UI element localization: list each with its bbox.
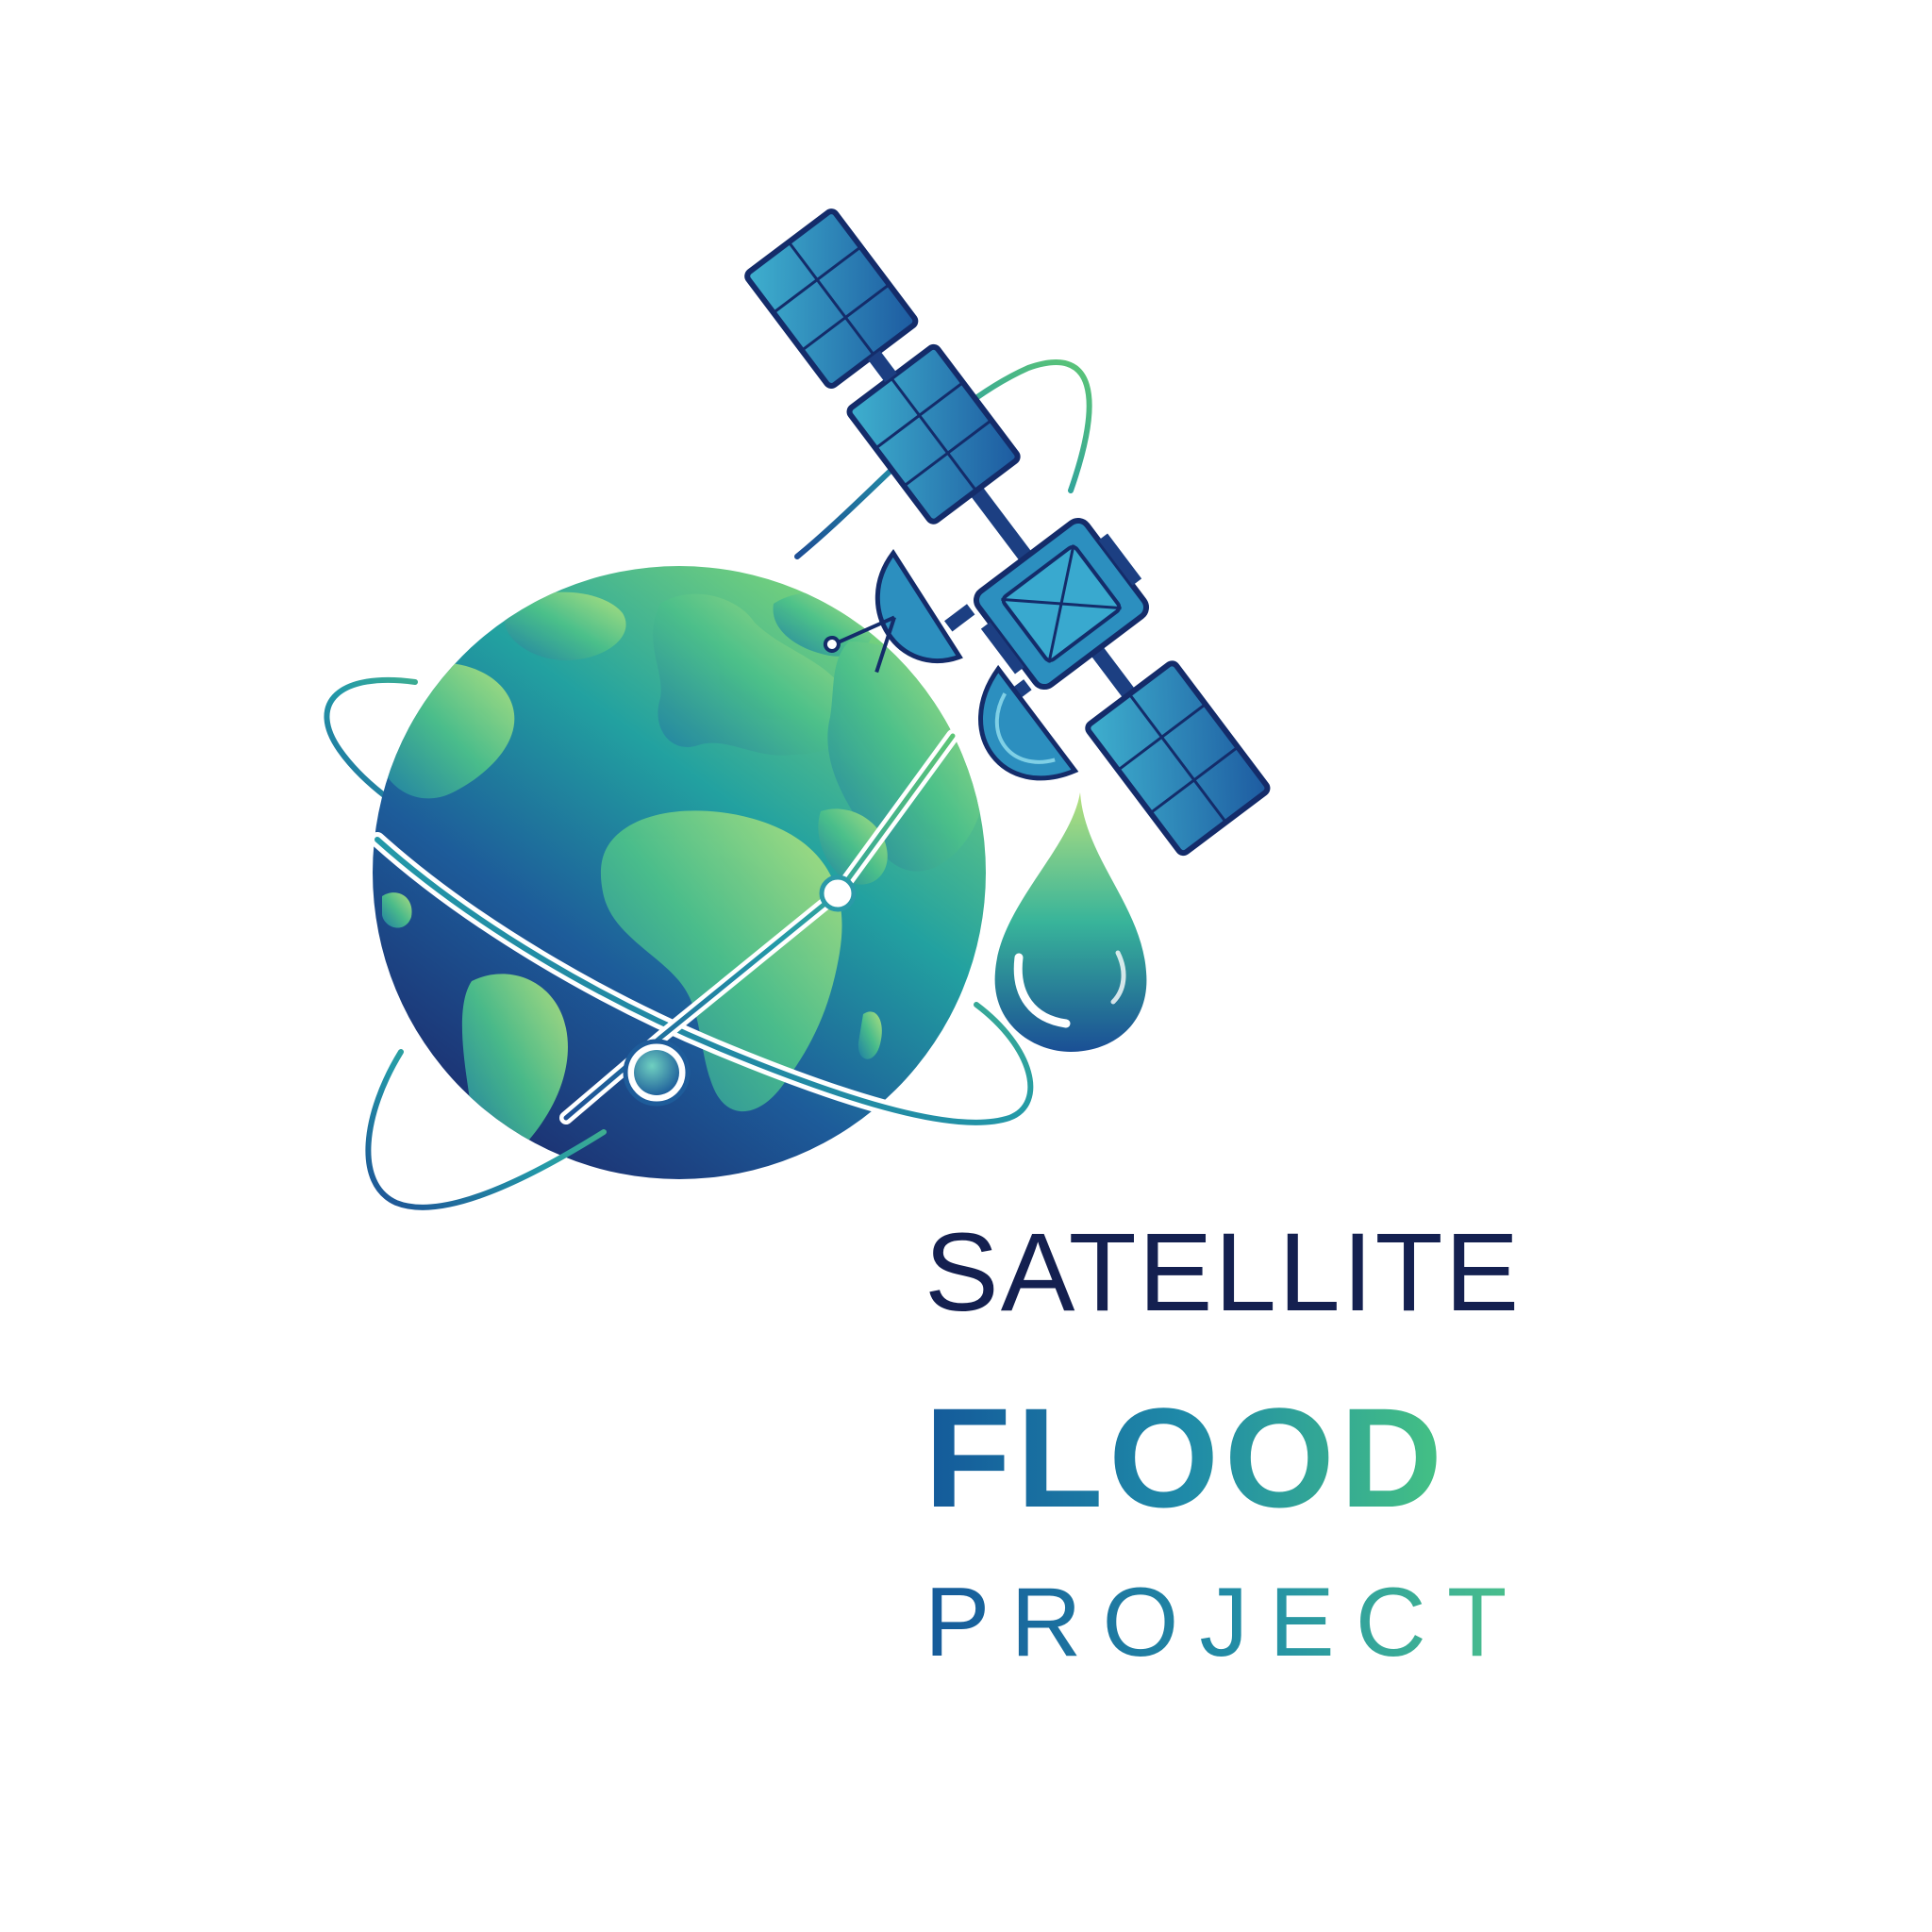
orbit-node-small	[819, 874, 857, 912]
title-line-satellite: SATELLITE	[924, 1210, 1522, 1335]
satellite-icon	[744, 208, 1271, 857]
satellite-body	[973, 517, 1150, 691]
orbit-arc-lower	[365, 1049, 607, 1210]
water-drop-icon	[994, 792, 1147, 1052]
title-line-flood: FLOOD	[924, 1378, 1448, 1537]
orbit-arc-upper	[794, 359, 1092, 559]
solar-panel-lower	[1085, 660, 1271, 857]
wordmark: SATELLITE FLOOD PROJECT	[924, 1217, 1698, 1672]
satellite-dish-upper	[823, 549, 975, 674]
title-line-project: PROJECT	[924, 1568, 1528, 1677]
satellite-dish-lower	[978, 664, 1079, 781]
orbit-node-large	[623, 1039, 691, 1107]
solar-panel-upper	[744, 208, 1021, 525]
